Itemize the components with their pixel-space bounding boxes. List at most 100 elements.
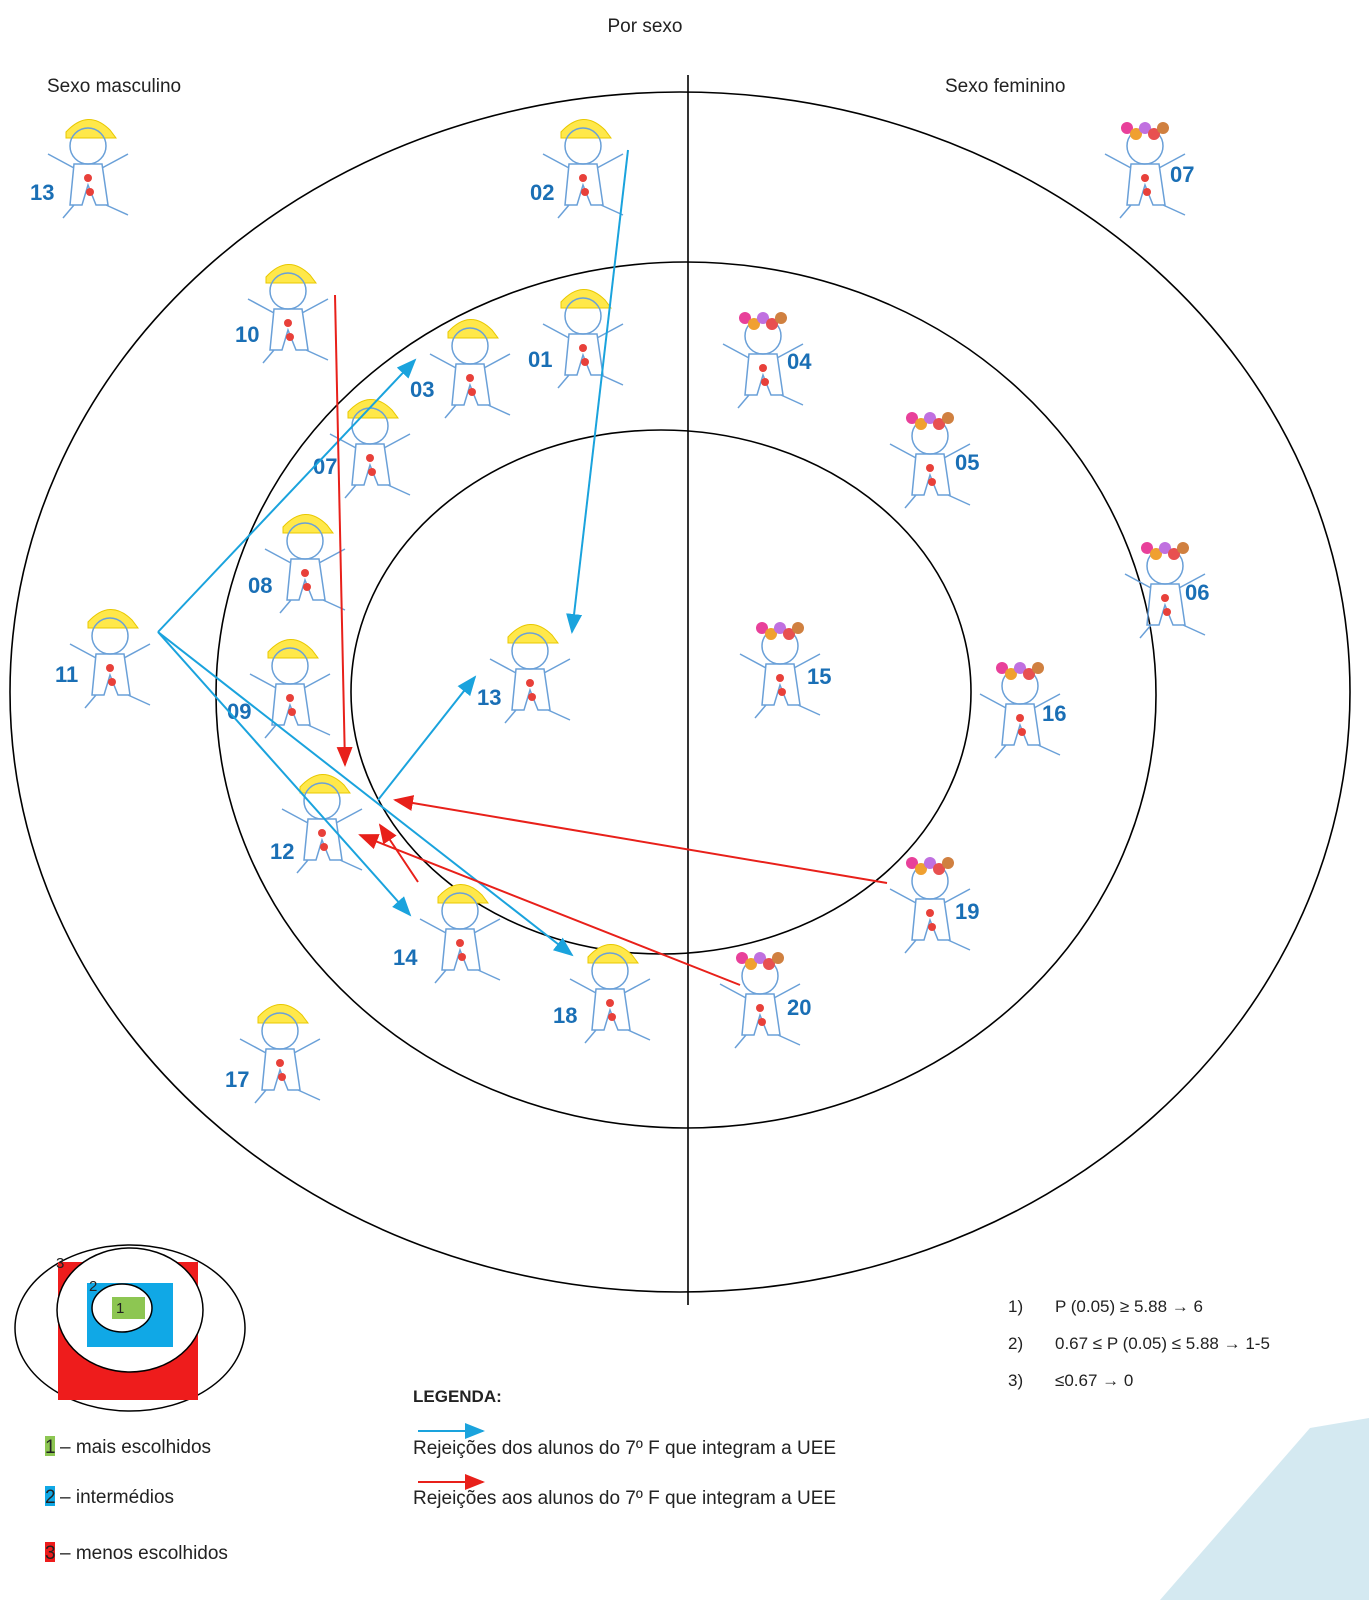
figure-part <box>581 358 589 366</box>
figure-part <box>926 464 934 472</box>
figure-part <box>468 388 476 396</box>
figure-part <box>756 1004 764 1012</box>
node-label: 20 <box>787 995 811 1020</box>
figure-part <box>70 644 150 708</box>
node-label: 08 <box>248 573 272 598</box>
figure-part <box>108 678 116 686</box>
node-label: 16 <box>1042 701 1066 726</box>
figure-part <box>759 364 767 372</box>
rings <box>10 75 1350 1305</box>
figure-part <box>778 688 786 696</box>
figure-part <box>288 708 296 716</box>
boy-figure <box>570 944 650 1043</box>
figure-part <box>761 378 769 386</box>
level-number: 1 <box>45 1437 56 1458</box>
left-label: Sexo masculino <box>47 76 181 97</box>
boy-figure <box>240 1004 320 1103</box>
figure-part <box>528 693 536 701</box>
figure-part <box>926 909 934 917</box>
figure-part <box>775 312 787 324</box>
node-label: 18 <box>553 1003 577 1028</box>
figure-part <box>942 857 954 869</box>
node-label: 15 <box>807 664 831 689</box>
boy-figure <box>265 514 345 613</box>
figure-part <box>1163 608 1171 616</box>
figure-part <box>303 583 311 591</box>
figure-part <box>772 952 784 964</box>
figure-part <box>84 174 92 182</box>
node-label: 05 <box>955 450 979 475</box>
node-label: 06 <box>1185 580 1209 605</box>
figure-part <box>928 478 936 486</box>
figure-part <box>942 412 954 424</box>
figure-part <box>456 939 464 947</box>
figure-part <box>581 188 589 196</box>
figure-part <box>284 319 292 327</box>
criteria-number: 3) <box>1008 1371 1023 1390</box>
figure-part <box>490 659 570 723</box>
figure-part <box>1016 714 1024 722</box>
node-label: 14 <box>393 945 418 970</box>
figure-part <box>248 299 328 363</box>
figure-part <box>928 923 936 931</box>
figure-part <box>86 188 94 196</box>
figure-part <box>1157 122 1169 134</box>
boy-figure <box>248 264 328 363</box>
figure-part <box>320 843 328 851</box>
node-label: 19 <box>955 899 979 924</box>
boy-figure <box>48 119 128 218</box>
figure-part <box>368 468 376 476</box>
key-label: 1 <box>116 1300 124 1317</box>
right-label: Sexo feminino <box>945 76 1065 97</box>
figure-part <box>330 434 410 498</box>
node-label: 03 <box>410 377 434 402</box>
figure-part <box>240 1039 320 1103</box>
figure-part <box>301 569 309 577</box>
boy-figure <box>420 884 500 983</box>
criteria-text: 0.67 ≤ P (0.05) ≤ 5.88 → 1-5 <box>1055 1334 1270 1353</box>
figure-part <box>430 354 510 418</box>
figure-part <box>1161 594 1169 602</box>
node-label: 07 <box>313 454 337 479</box>
figure-part <box>458 953 466 961</box>
criteria-text: ≤0.67 → 0 <box>1055 1371 1133 1390</box>
node-label: 01 <box>528 347 552 372</box>
figure-part <box>606 999 614 1007</box>
boy-figure <box>430 319 510 418</box>
boy-figure <box>250 639 330 738</box>
figure-part <box>1032 662 1044 674</box>
legend-text: Rejeições aos alunos do 7º F que integra… <box>413 1488 836 1509</box>
node-label: 13 <box>477 685 501 710</box>
figure-part <box>286 694 294 702</box>
figure-part <box>48 154 128 218</box>
legend-title: LEGENDA: <box>413 1387 502 1406</box>
figure-part <box>579 344 587 352</box>
figure-part <box>265 549 345 613</box>
node-label: 12 <box>270 839 294 864</box>
level-text: – mais escolhidos <box>60 1437 211 1458</box>
level-number: 2 <box>45 1487 56 1508</box>
criteria: 1) P (0.05) ≥ 5.88 → 6 2) 0.67 ≤ P (0.05… <box>1008 1297 1270 1390</box>
decoration <box>1160 1418 1369 1600</box>
figure-part <box>776 674 784 682</box>
legend-text: Rejeições dos alunos do 7º F que integra… <box>413 1438 836 1459</box>
node-label: 11 <box>55 662 78 687</box>
level-number: 3 <box>45 1543 56 1564</box>
boy-figure <box>330 399 410 498</box>
key-label: 2 <box>89 1278 97 1295</box>
figure-part <box>420 919 500 983</box>
figure-part <box>286 333 294 341</box>
figure-part <box>1018 728 1026 736</box>
criteria-number: 1) <box>1008 1297 1023 1316</box>
figure-part <box>526 679 534 687</box>
sociogram: Por sexo Sexo masculino Sexo feminino 13… <box>0 0 1369 1600</box>
figure-part <box>1143 188 1151 196</box>
criteria-number: 2) <box>1008 1334 1023 1353</box>
figure-part <box>106 664 114 672</box>
boy-figure <box>543 119 623 218</box>
criteria-text: P (0.05) ≥ 5.88 → 6 <box>1055 1297 1203 1316</box>
node-label: 07 <box>1170 162 1194 187</box>
title: Por sexo <box>608 16 683 37</box>
figure-part <box>276 1059 284 1067</box>
figure-part <box>1177 542 1189 554</box>
